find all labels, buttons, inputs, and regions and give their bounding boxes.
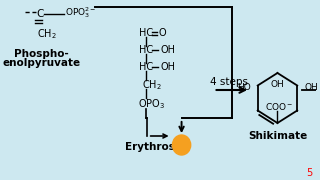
Text: Phospho-: Phospho-: [14, 49, 69, 59]
Text: HC: HC: [139, 62, 153, 72]
Text: OPO$_3^{2-}$: OPO$_3^{2-}$: [65, 6, 96, 21]
Circle shape: [172, 135, 191, 155]
Text: Shikimate: Shikimate: [248, 131, 307, 141]
Text: C: C: [36, 9, 44, 19]
Text: OH: OH: [160, 62, 175, 72]
Text: Erythrose: Erythrose: [125, 142, 182, 152]
Text: HC: HC: [139, 28, 153, 38]
Text: O: O: [159, 28, 166, 38]
Text: 5: 5: [306, 168, 312, 178]
Text: HC: HC: [139, 45, 153, 55]
Text: CH$_2$: CH$_2$: [37, 27, 57, 41]
Text: enolpyruvate: enolpyruvate: [3, 58, 81, 68]
Text: CH$_2$: CH$_2$: [141, 78, 161, 92]
Text: OH: OH: [160, 45, 175, 55]
Text: OH: OH: [271, 80, 284, 89]
Text: OH: OH: [305, 83, 318, 92]
Text: 4 steps: 4 steps: [210, 77, 248, 87]
Text: OPO$_3$: OPO$_3$: [138, 97, 165, 111]
Text: HO: HO: [236, 83, 250, 92]
Text: COO$^-$: COO$^-$: [265, 100, 293, 111]
